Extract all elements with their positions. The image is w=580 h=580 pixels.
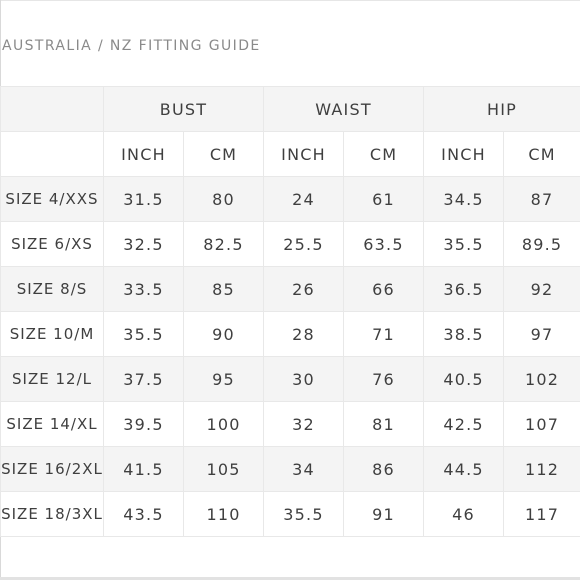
measurement-cell: 35.5 [263, 491, 345, 537]
table-row: SIZE 14/XL 39.5 100 32 81 42.5 107 [0, 401, 580, 447]
measurement-cell: 71 [343, 311, 425, 357]
measurement-cell: 87 [503, 176, 580, 222]
unit-header: CM [182, 131, 265, 177]
table-row: SIZE 16/2XL 41.5 105 34 86 44.5 112 [0, 446, 580, 492]
measurement-cell: 63.5 [343, 221, 425, 267]
measurement-cell: 39.5 [103, 401, 184, 447]
measurement-cell: 90 [182, 311, 265, 357]
measurement-cell: 42.5 [423, 401, 505, 447]
measurement-cell: 37.5 [103, 356, 184, 402]
measurement-cell: 66 [343, 266, 425, 312]
measurement-cell: 76 [343, 356, 425, 402]
measurement-cell: 35.5 [103, 311, 184, 357]
measurement-cell: 34.5 [423, 176, 505, 222]
measurement-cell: 97 [503, 311, 580, 357]
measurement-cell: 24 [263, 176, 345, 222]
page-title: AUSTRALIA / NZ FITTING GUIDE [2, 38, 261, 54]
measurement-cell: 28 [263, 311, 345, 357]
unit-header: CM [343, 131, 425, 177]
measurement-cell: 100 [182, 401, 265, 447]
table-row: SIZE 18/3XL 43.5 110 35.5 91 46 117 [0, 491, 580, 537]
size-label: SIZE 14/XL [0, 401, 104, 447]
top-border [0, 0, 580, 1]
measurement-cell: 92 [503, 266, 580, 312]
unit-corner-cell [0, 131, 104, 177]
size-label: SIZE 4/XXS [0, 176, 104, 222]
measurement-cell: 41.5 [103, 446, 184, 492]
measurement-cell: 80 [182, 176, 265, 222]
unit-header-row: INCH CM INCH CM INCH CM [0, 131, 580, 177]
size-label: SIZE 18/3XL [0, 491, 104, 537]
measurement-cell: 81 [343, 401, 425, 447]
measurement-cell: 32.5 [103, 221, 184, 267]
measurement-cell: 46 [423, 491, 505, 537]
group-header-waist: WAIST [263, 86, 425, 132]
table-row: SIZE 4/XXS 31.5 80 24 61 34.5 87 [0, 176, 580, 222]
size-label: SIZE 12/L [0, 356, 104, 402]
table-row: SIZE 10/M 35.5 90 28 71 38.5 97 [0, 311, 580, 357]
measurement-cell: 36.5 [423, 266, 505, 312]
unit-header: INCH [263, 131, 345, 177]
measurement-cell: 82.5 [182, 221, 265, 267]
measurement-cell: 34 [263, 446, 345, 492]
corner-cell [0, 86, 104, 132]
table-row: SIZE 12/L 37.5 95 30 76 40.5 102 [0, 356, 580, 402]
measurement-cell: 43.5 [103, 491, 184, 537]
size-label: SIZE 6/XS [0, 221, 104, 267]
measurement-cell: 30 [263, 356, 345, 402]
size-rows: SIZE 4/XXS 31.5 80 24 61 34.5 87 SIZE 6/XS 32.5 8… [0, 176, 580, 537]
bottom-border [0, 577, 580, 580]
table-row: SIZE 8/S 33.5 85 26 66 36.5 92 [0, 266, 580, 312]
measurement-cell: 33.5 [103, 266, 184, 312]
table-row: SIZE 6/XS 32.5 82.5 25.5 63.5 35.5 89.5 [0, 221, 580, 267]
group-header-bust: BUST [102, 86, 265, 132]
measurement-cell: 117 [503, 491, 580, 537]
measurement-cell: 85 [182, 266, 265, 312]
measurement-cell: 110 [182, 491, 265, 537]
measurement-cell: 89.5 [503, 221, 580, 267]
measurement-cell: 105 [182, 446, 265, 492]
measurement-cell: 61 [343, 176, 425, 222]
size-label: SIZE 16/2XL [0, 446, 104, 492]
measurement-cell: 107 [503, 401, 580, 447]
group-header-row: BUST WAIST HIP [0, 86, 580, 132]
unit-header: INCH [103, 131, 184, 177]
measurement-cell: 32 [263, 401, 345, 447]
group-header-hip: HIP [423, 86, 580, 132]
measurement-cell: 31.5 [103, 176, 184, 222]
measurement-cell: 102 [503, 356, 580, 402]
measurement-cell: 86 [343, 446, 425, 492]
measurement-cell: 95 [182, 356, 265, 402]
size-label: SIZE 8/S [0, 266, 104, 312]
measurement-cell: 91 [343, 491, 425, 537]
measurement-cell: 112 [503, 446, 580, 492]
measurement-cell: 38.5 [423, 311, 505, 357]
measurement-cell: 35.5 [423, 221, 505, 267]
measurement-cell: 40.5 [423, 356, 505, 402]
size-label: SIZE 10/M [0, 311, 104, 357]
measurement-cell: 25.5 [263, 221, 345, 267]
size-chart-table: BUST WAIST HIP INCH CM INCH CM INCH CM S… [0, 86, 580, 537]
measurement-cell: 26 [263, 266, 345, 312]
unit-header: CM [503, 131, 580, 177]
unit-header: INCH [423, 131, 505, 177]
measurement-cell: 44.5 [423, 446, 505, 492]
